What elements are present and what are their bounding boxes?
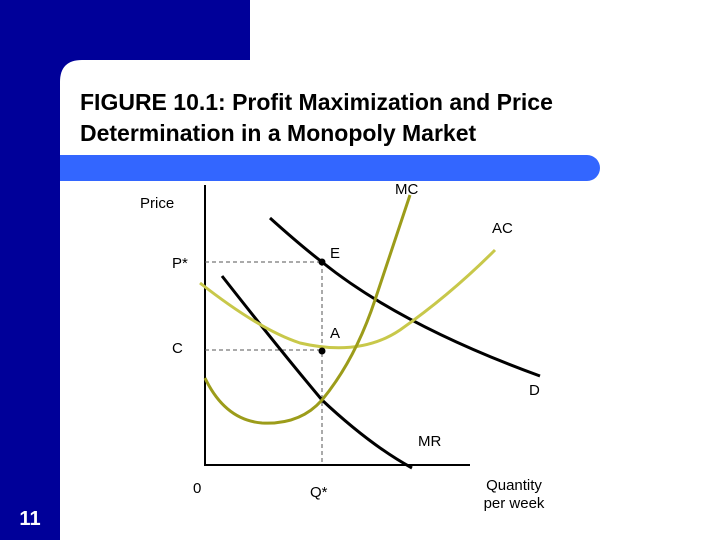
diagram — [199, 185, 541, 470]
title-bar-edge — [60, 155, 90, 181]
curve-label: MC — [395, 181, 418, 198]
level-label: C — [172, 340, 183, 357]
panel-corner — [60, 60, 250, 82]
demand-curve — [268, 216, 541, 378]
curve-label: MR — [418, 433, 441, 450]
point-label: A — [330, 325, 340, 342]
point-e — [318, 258, 326, 266]
x-axis-label: per week — [484, 495, 545, 512]
curve-label: AC — [492, 220, 513, 237]
left-strip — [0, 0, 60, 540]
title-bar — [60, 155, 600, 181]
origin-label: 0 — [193, 480, 201, 497]
point-a — [318, 347, 326, 355]
slide-number: 11 — [19, 508, 40, 530]
level-label: Q* — [310, 484, 328, 501]
mc-curve — [203, 194, 412, 425]
point-label: E — [330, 245, 340, 262]
x-axis-label: Quantity — [486, 477, 542, 494]
title-line: FIGURE 10.1: Profit Maximization and Pri… — [80, 89, 553, 115]
ac-curve — [199, 248, 497, 350]
y-axis-label: Price — [140, 195, 174, 212]
title-line: Determination in a Monopoly Market — [80, 120, 476, 146]
level-label: P* — [172, 255, 188, 272]
curve-label: D — [529, 382, 540, 399]
